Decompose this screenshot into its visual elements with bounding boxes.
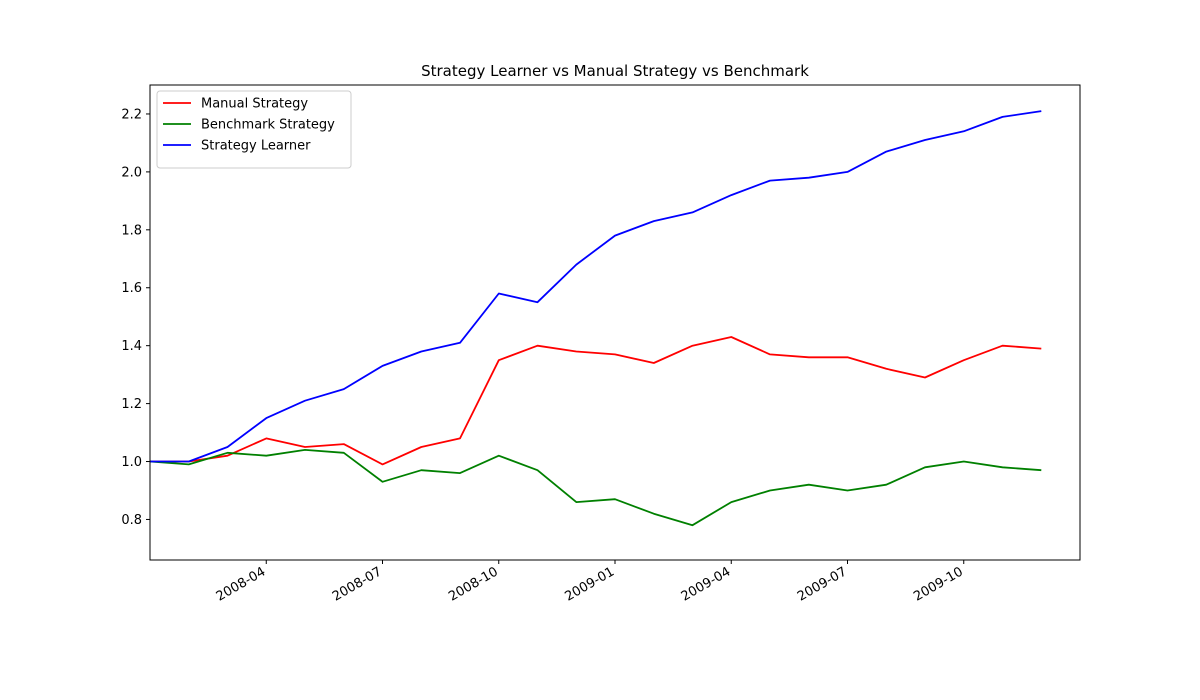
plot-frame [149,84,1081,561]
legend-box [156,90,352,169]
x-tick-label: 2009-10 [911,564,966,604]
x-tick-label: 2008-10 [446,564,501,604]
y-tick-label: 1.4 [121,339,142,354]
legend-label: Benchmark Strategy [201,118,335,133]
series-line [150,110,1042,463]
y-tick-label: 1.0 [121,455,142,470]
y-tick-label: 2.2 [121,107,142,122]
series-line [149,449,1042,527]
y-tick-label: 1.6 [121,281,142,296]
legend-label: Manual Strategy [201,97,308,112]
chart-title: Strategy Learner vs Manual Strategy vs B… [421,62,809,80]
x-tick-label: 2008-04 [214,564,269,604]
x-tick-label: 2008-07 [330,564,385,604]
series-line [150,336,1042,466]
x-tick-label: 2009-07 [795,564,850,604]
y-tick-label: 0.8 [121,513,142,528]
y-tick-label: 1.8 [121,223,142,238]
y-tick-label: 1.2 [121,397,142,412]
legend-label: Strategy Learner [201,139,311,154]
y-tick-label: 2.0 [121,165,142,180]
x-tick-label: 2009-01 [562,564,617,604]
x-tick-label: 2009-04 [679,564,734,604]
